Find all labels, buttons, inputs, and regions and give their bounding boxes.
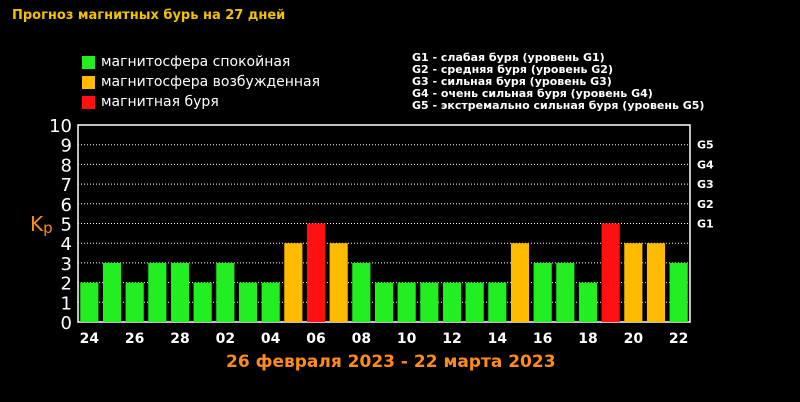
bar-9 [284, 243, 303, 322]
y-tick-label-9: 9 [61, 136, 72, 157]
x-tick-label-20: 20 [624, 331, 644, 347]
bar-23 [601, 223, 620, 322]
bar-18 [488, 282, 507, 322]
legend-label-storm: магнитная буря [101, 94, 219, 110]
x-tick-label-12: 12 [442, 331, 461, 347]
g-level-g5: G5 - экстремально сильная буря (уровень … [412, 99, 705, 112]
right-tick-g4: G4 [697, 158, 714, 171]
date-range: 26 февраля 2023 - 22 марта 2023 [226, 352, 556, 372]
y-axis-label-sub: p [43, 219, 53, 237]
y-tick-label-7: 7 [61, 175, 72, 196]
bar-17 [465, 282, 484, 322]
right-tick-g5: G5 [697, 139, 714, 152]
x-tick-label-28: 28 [170, 331, 189, 347]
x-tick-label-04: 04 [261, 331, 281, 347]
right-tick-g2: G2 [697, 198, 714, 211]
y-tick-label-3: 3 [61, 254, 72, 275]
x-tick-label-24: 24 [80, 331, 100, 347]
right-tick-g3: G3 [697, 178, 714, 191]
x-tick-label-22: 22 [669, 331, 688, 347]
bar-19 [510, 243, 530, 322]
y-tick-label-5: 5 [61, 215, 72, 236]
bar-14 [397, 282, 416, 322]
x-tick-label-06: 06 [306, 331, 325, 347]
x-tick-label-26: 26 [125, 331, 144, 347]
legend-excited: магнитосфера возбужденная [82, 74, 320, 90]
bar-10 [306, 223, 326, 322]
y-tick-label-2: 2 [61, 274, 72, 295]
y-axis-label: Kp [30, 212, 53, 237]
legend-label-excited: магнитосфера возбужденная [101, 74, 321, 90]
x-tick-label-10: 10 [397, 331, 417, 347]
g-level-g2: G2 - средняя буря (уровень G2) [412, 63, 613, 76]
x-tick-label-02: 02 [216, 331, 235, 347]
bar-4 [170, 262, 190, 322]
y-tick-label-6: 6 [61, 195, 72, 216]
bar-13 [374, 282, 394, 322]
y-axis-label-main: K [30, 212, 44, 236]
bar-15 [420, 282, 439, 322]
bar-11 [329, 243, 348, 322]
x-tick-label-18: 18 [578, 331, 597, 347]
bar-6 [216, 262, 235, 322]
bar-16 [442, 282, 462, 322]
bar-1 [102, 262, 122, 322]
y-tick-label-1: 1 [61, 293, 72, 314]
bar-25 [646, 243, 666, 322]
right-tick-g1: G1 [697, 218, 714, 231]
g-level-g1: G1 - слабая буря (уровень G1) [412, 51, 605, 64]
bar-20 [533, 262, 552, 322]
bar-21 [556, 262, 575, 322]
y-tick-label-8: 8 [61, 155, 72, 176]
y-tick-label-4: 4 [61, 234, 72, 255]
bar-7 [238, 282, 258, 322]
legend-storm: магнитная буря [82, 94, 219, 110]
bar-8 [261, 282, 280, 322]
legend-swatch-calm [82, 55, 95, 69]
bar-24 [624, 243, 643, 322]
bar-5 [193, 282, 212, 322]
bar-3 [148, 262, 167, 322]
legend-label-calm: магнитосфера спокойная [101, 54, 291, 70]
x-tick-label-16: 16 [533, 331, 552, 347]
x-tick-label-14: 14 [488, 331, 508, 347]
bar-26 [669, 262, 688, 322]
g-level-g4: G4 - очень сильная буря (уровень G4) [412, 87, 653, 100]
y-tick-label-10: 10 [49, 116, 72, 137]
bar-0 [80, 282, 99, 322]
bar-22 [578, 282, 598, 322]
x-tick-label-08: 08 [352, 331, 371, 347]
g-level-g3: G3 - сильная буря (уровень G3) [412, 75, 612, 88]
legend-swatch-storm [82, 95, 95, 109]
legend-swatch-excited [82, 75, 95, 89]
bar-2 [125, 282, 144, 322]
y-tick-label-0: 0 [61, 313, 72, 334]
bar-12 [352, 262, 371, 322]
legend-calm: магнитосфера спокойная [82, 54, 290, 70]
g-level-descriptions: G1 - слабая буря (уровень G1) G2 - средн… [412, 52, 704, 112]
page-title: Прогноз магнитных бурь на 27 дней [12, 8, 286, 23]
